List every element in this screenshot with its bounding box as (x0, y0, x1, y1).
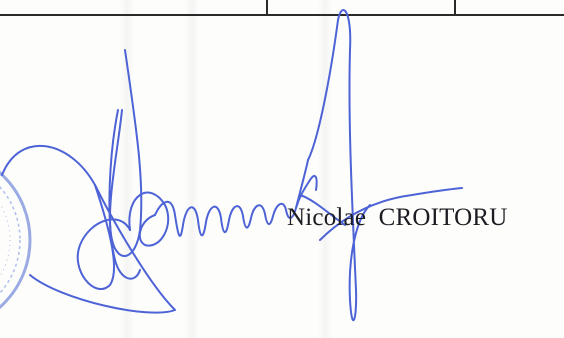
table-cell-divider (454, 0, 456, 15)
scan-stripe (120, 0, 134, 338)
signer-name: Nicolae CROITORU (287, 204, 508, 231)
table-bottom-border (0, 0, 564, 20)
scan-stripe (185, 0, 199, 338)
official-stamp (0, 170, 32, 310)
scan-stripe (318, 0, 332, 338)
table-horizontal-line (0, 14, 564, 16)
table-cell-divider (266, 0, 268, 15)
